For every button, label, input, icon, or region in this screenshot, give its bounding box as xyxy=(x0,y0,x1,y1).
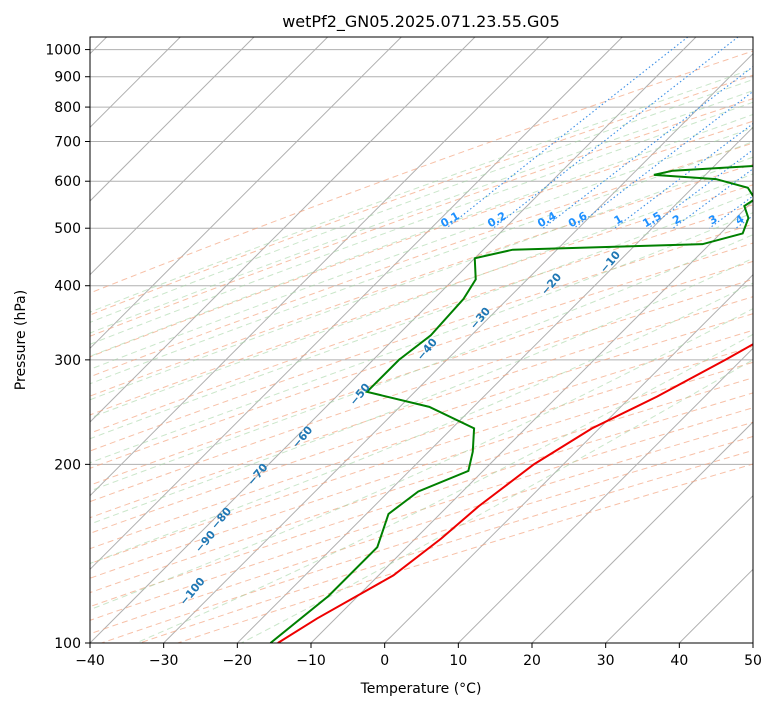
chart-title: wetPf2_GN05.2025.071.23.55.G05 xyxy=(282,12,560,32)
x-tick-label: −30 xyxy=(149,653,179,669)
x-tick-label: 10 xyxy=(449,653,467,669)
moist-adiabat-line xyxy=(90,257,753,525)
x-tick-label: 20 xyxy=(523,653,541,669)
x-tick-label: 40 xyxy=(670,653,688,669)
y-tick-label: 700 xyxy=(54,134,81,150)
dry-adiabats xyxy=(90,50,753,643)
moist-adiabat-line xyxy=(90,79,753,323)
y-tick-label: 1000 xyxy=(45,43,81,59)
isotherm-line xyxy=(384,273,753,643)
moist-adiabat-line xyxy=(90,156,753,401)
y-tick-label: 800 xyxy=(54,100,81,116)
x-tick-label: 50 xyxy=(744,653,762,669)
x-tick-label: −10 xyxy=(296,653,326,669)
y-tick-label: 900 xyxy=(54,70,81,86)
x-tick-label: −40 xyxy=(75,653,105,669)
y-tick-label: 300 xyxy=(54,353,81,369)
moist-adiabat-line xyxy=(241,359,753,643)
temperature-profile-line xyxy=(277,343,753,643)
isotherm-line xyxy=(90,37,476,423)
isotherm-line xyxy=(90,37,550,497)
dry-adiabat-line xyxy=(90,120,753,358)
isotherm-line xyxy=(605,494,753,643)
y-tick-label: 600 xyxy=(54,174,81,190)
isotherm-line xyxy=(457,347,753,643)
isotherm-line xyxy=(90,37,329,276)
mixing-ratio-line xyxy=(573,90,753,229)
x-tick-label: −20 xyxy=(223,653,253,669)
moist-adiabat-line xyxy=(90,68,753,313)
x-axis: −40 −30 −20 −10 0 10 20 30 40 50 xyxy=(75,643,762,669)
y-axis: 100 200 300 400 500 600 700 800 900 1000 xyxy=(45,43,90,652)
dry-adiabat-line xyxy=(90,142,753,378)
mixing-ratio-line xyxy=(542,65,753,229)
y-tick-label: 200 xyxy=(54,457,81,473)
y-axis-label: Pressure (hPa) xyxy=(13,290,29,390)
isotherm-line xyxy=(236,126,753,643)
y-tick-label: 400 xyxy=(54,279,81,295)
moist-adiabat-line xyxy=(90,173,753,419)
x-axis-label: Temperature (°C) xyxy=(360,681,482,697)
y-tick-label: 500 xyxy=(54,221,81,237)
moist-adiabat-line xyxy=(90,113,753,357)
dry-adiabat-line xyxy=(90,345,753,565)
dry-adiabat-line xyxy=(90,421,753,635)
dry-adiabat-line xyxy=(177,463,753,643)
plot-frame xyxy=(89,36,754,644)
dry-adiabat-line xyxy=(90,329,753,550)
isotherm-line xyxy=(163,52,753,643)
y-tick-label: 100 xyxy=(54,636,81,652)
sounding-profiles xyxy=(269,164,753,643)
mixing-ratio-lines xyxy=(445,37,753,229)
moist-adiabat-line xyxy=(135,333,753,643)
dewpoint-profile-line xyxy=(269,164,753,643)
dry-adiabat-line xyxy=(139,449,753,643)
mixing-ratio-line xyxy=(672,168,753,229)
isotherm-grid xyxy=(90,37,753,643)
isotherm-line xyxy=(531,421,753,643)
moist-adiabat-line xyxy=(90,90,753,334)
isotherm-line xyxy=(90,37,255,202)
moist-adiabat-line xyxy=(90,212,753,464)
moist-adiabat-line xyxy=(90,127,753,370)
x-tick-label: 0 xyxy=(380,653,389,669)
dry-adiabat-line xyxy=(90,50,753,294)
dry-adiabat-line xyxy=(101,435,753,643)
x-tick-label: 30 xyxy=(597,653,615,669)
moist-adiabat-line xyxy=(90,234,753,492)
mixing-ratio-line xyxy=(492,37,739,229)
isotherm-line xyxy=(90,37,402,350)
moist-adiabats xyxy=(90,68,753,643)
plot-area: −100−90−80−70−60−50−40−30−20−10010203040… xyxy=(90,37,753,643)
moist-adiabat-line xyxy=(90,141,753,385)
isotherm-line xyxy=(90,37,623,571)
isotherm-line xyxy=(90,37,697,643)
isotherm-line xyxy=(310,200,753,643)
dry-adiabat-line xyxy=(90,98,753,337)
